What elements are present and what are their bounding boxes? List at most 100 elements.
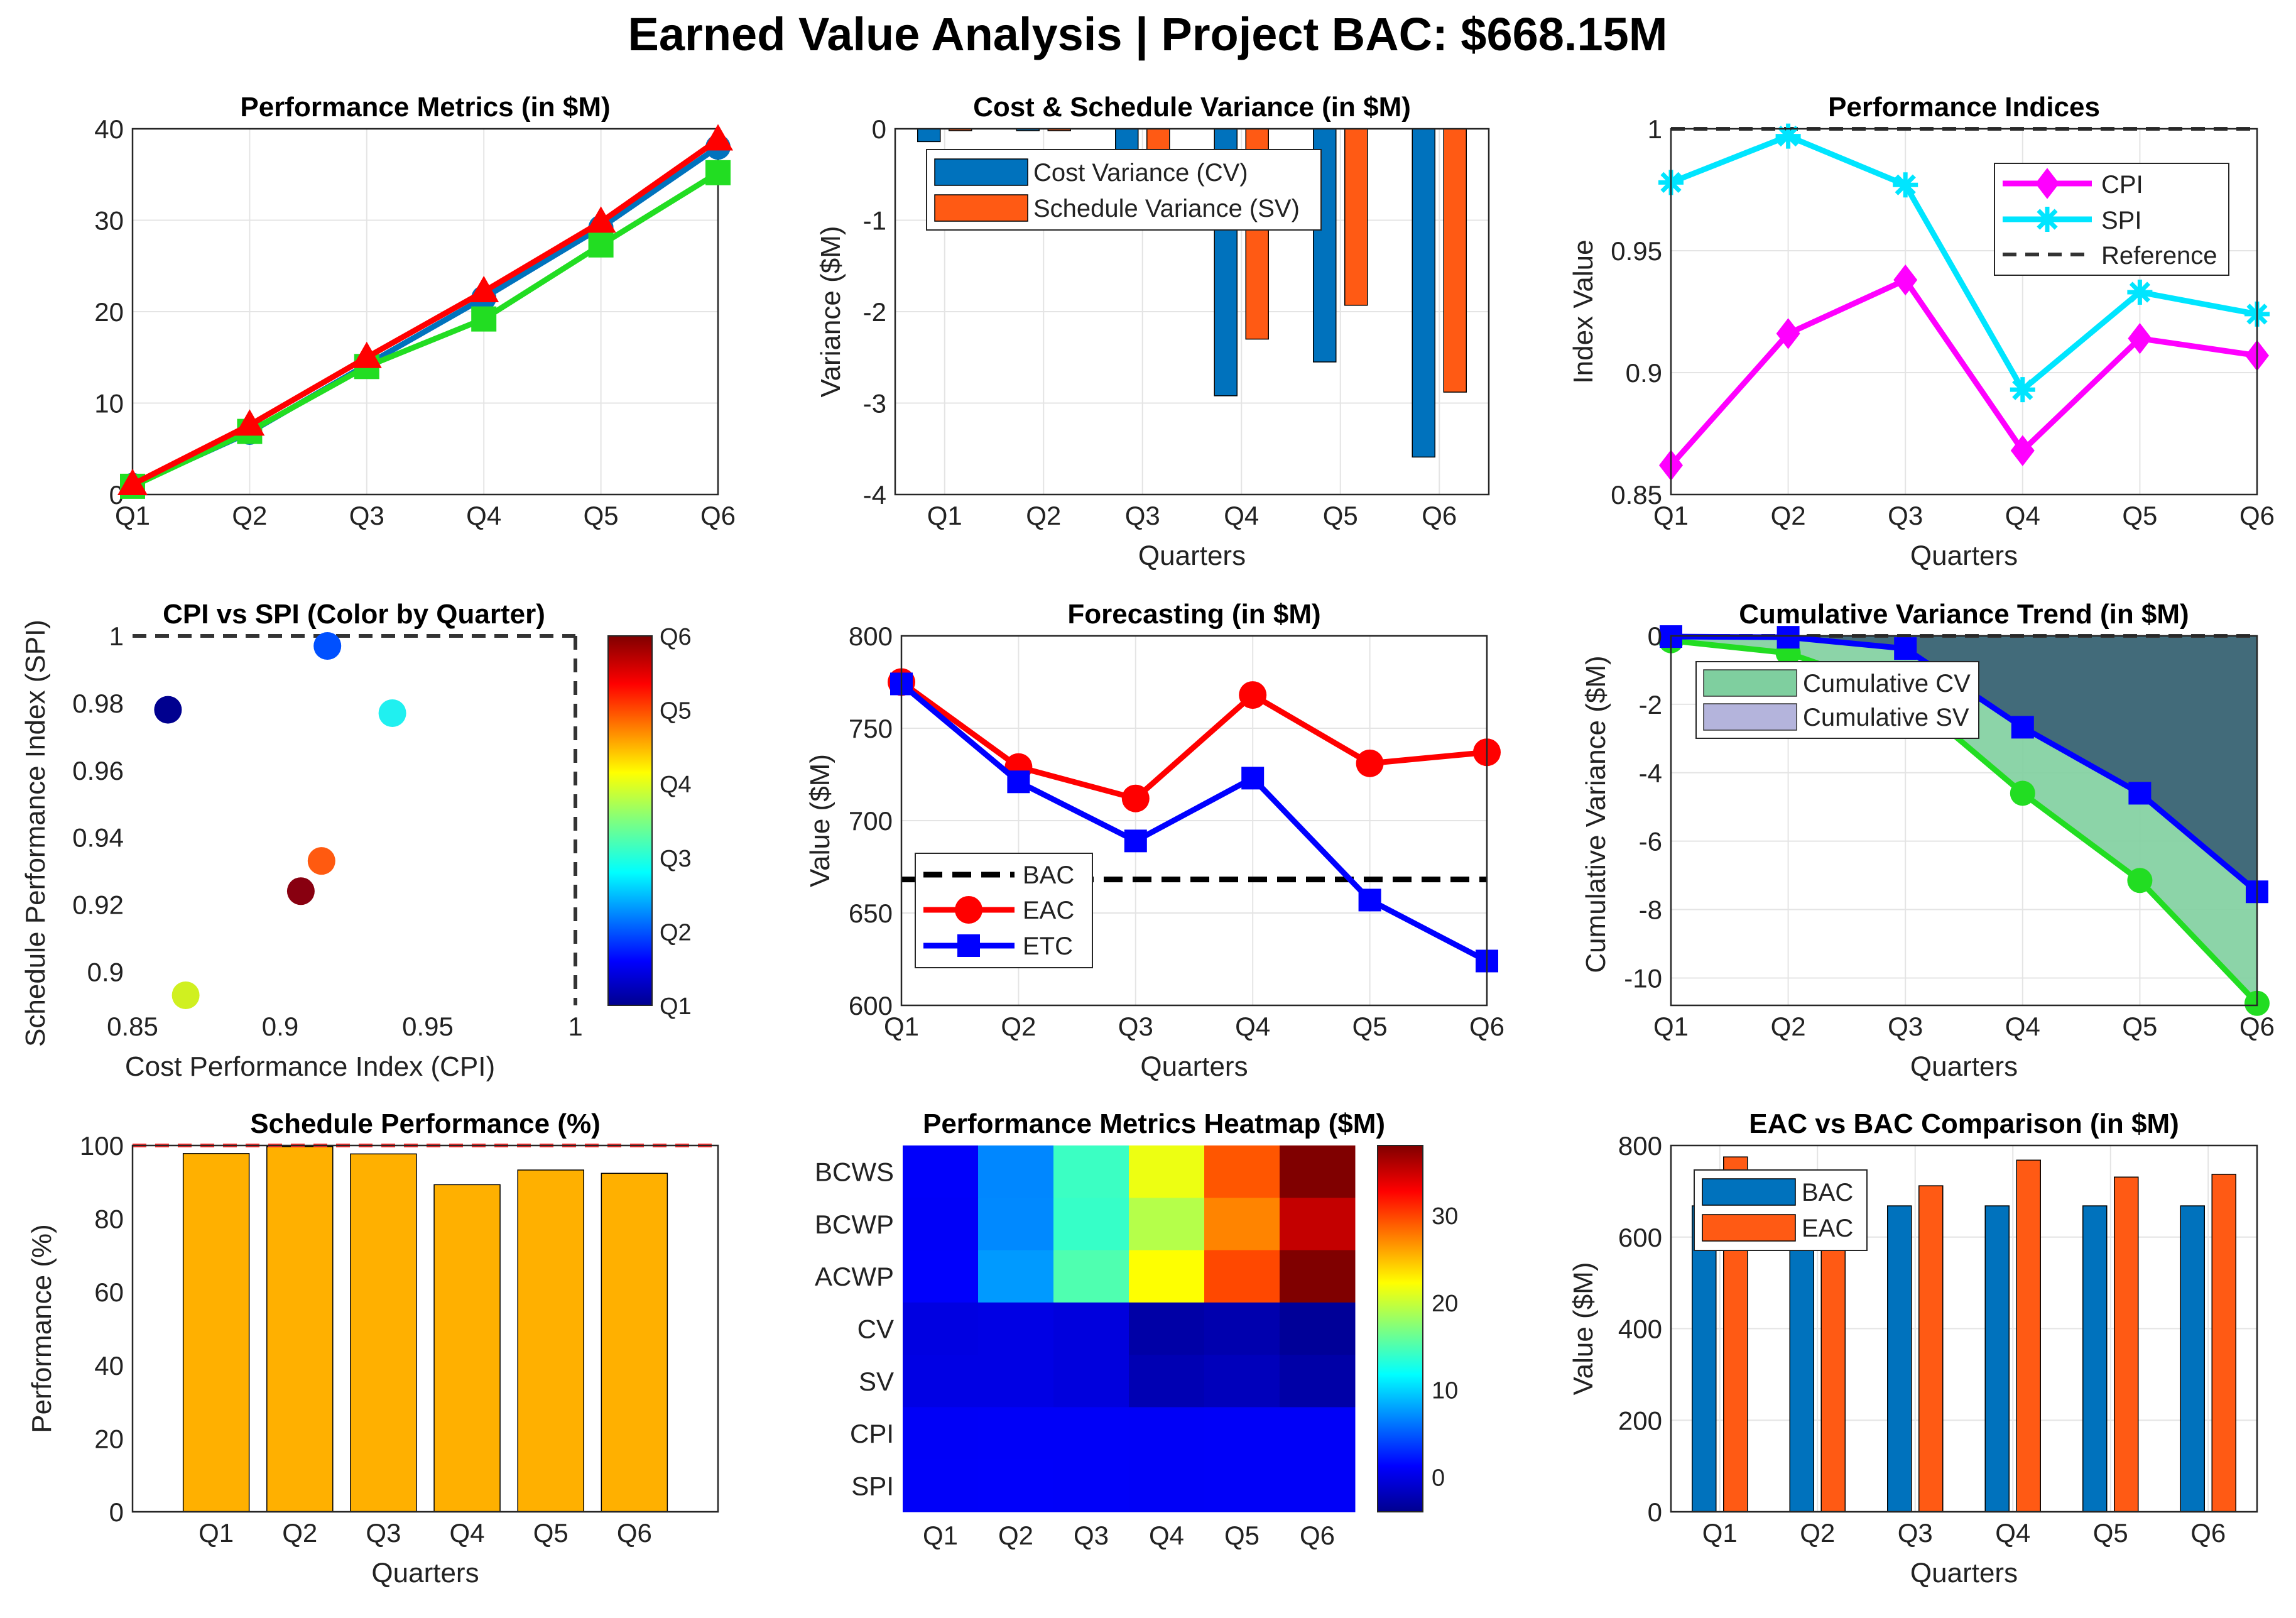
y-tick-label: -2 bbox=[863, 297, 886, 327]
y-axis-label: Index Value bbox=[1568, 239, 1599, 383]
heatmap-cell bbox=[1129, 1407, 1205, 1460]
row-label: CV bbox=[857, 1315, 894, 1344]
x-tick-label: Q4 bbox=[450, 1518, 485, 1548]
bac-bar bbox=[1789, 1205, 1814, 1512]
star-stroke bbox=[2012, 379, 2033, 400]
data-point bbox=[1893, 264, 1918, 296]
heatmap-cell bbox=[903, 1407, 979, 1460]
eac-bar bbox=[2114, 1176, 2139, 1512]
x-tick-label: Q2 bbox=[1026, 501, 1061, 530]
panel-cumulative-variance: Cumulative Variance Trend (in $M) -10 -8 -6… bbox=[1581, 599, 2275, 1082]
heatmap-cell bbox=[903, 1145, 979, 1198]
legend-label-cv: Cost Variance (CV) bbox=[1033, 159, 1248, 187]
sv-bar bbox=[1443, 128, 1467, 393]
axes-frame bbox=[1670, 1144, 2258, 1513]
series-line bbox=[900, 679, 1488, 802]
data-point bbox=[2128, 322, 2152, 354]
legend-swatch-cv bbox=[1703, 669, 1797, 697]
scatter-point-q2 bbox=[313, 632, 342, 660]
data-point bbox=[1894, 637, 1917, 660]
x-tick-label: Q4 bbox=[1224, 501, 1259, 530]
colorbar bbox=[607, 635, 653, 1006]
legend-marker-etc bbox=[957, 934, 980, 957]
data-point bbox=[1239, 681, 1267, 709]
bac-bar bbox=[2180, 1205, 2205, 1512]
panel-schedule-performance: Schedule Performance (%) 0 20 40 60 80 100 Q1 Q2… bbox=[26, 1108, 719, 1588]
scatter-point-q3 bbox=[378, 699, 406, 727]
x-tick-label: 0.9 bbox=[262, 1012, 298, 1041]
series-line bbox=[1668, 277, 2258, 467]
x-tick-label: Q3 bbox=[366, 1518, 401, 1548]
legend-swatch-eac bbox=[1702, 1214, 1796, 1242]
data-point bbox=[1124, 829, 1147, 853]
legend-marker-cpi bbox=[2035, 168, 2059, 199]
data-point bbox=[1775, 123, 1801, 149]
x-tick-label: Q1 bbox=[1653, 501, 1689, 530]
data-point bbox=[1358, 888, 1381, 912]
x-tick-label: Q4 bbox=[466, 501, 501, 530]
y-tick-label: 0.9 bbox=[1626, 358, 1662, 388]
data-point bbox=[117, 468, 148, 495]
legend: CPI SPI Reference bbox=[1994, 163, 2229, 276]
y-tick-label: 600 bbox=[849, 991, 893, 1020]
star-stroke bbox=[2037, 209, 2058, 230]
data-point bbox=[1241, 767, 1265, 790]
colorbar-tick-label: Q1 bbox=[660, 993, 692, 1020]
legend-label-eac: EAC bbox=[1023, 897, 1074, 924]
y-tick-label: -2 bbox=[1639, 690, 1662, 719]
x-tick-label: Q1 bbox=[923, 1521, 958, 1550]
heatmap-cell bbox=[903, 1250, 979, 1303]
x-tick-label: Q6 bbox=[1469, 1012, 1504, 1041]
area-cumulative-sv bbox=[1671, 636, 2257, 892]
row-label: BCWS bbox=[815, 1157, 894, 1187]
x-tick-label: Q3 bbox=[1074, 1521, 1109, 1550]
y-tick-label: 10 bbox=[94, 389, 124, 418]
bac-bar bbox=[1887, 1205, 1912, 1512]
data-point bbox=[2010, 435, 2035, 466]
axes-frame bbox=[131, 1144, 719, 1513]
row-label: SPI bbox=[851, 1471, 894, 1500]
data-point bbox=[1893, 172, 1918, 198]
heatmap-cell bbox=[1053, 1355, 1129, 1408]
data-point bbox=[703, 124, 733, 151]
heatmap-cell bbox=[978, 1459, 1054, 1512]
y-tick-label: 0.85 bbox=[1611, 480, 1662, 510]
data-point bbox=[471, 306, 497, 332]
x-tick-label: Q4 bbox=[2005, 1012, 2040, 1041]
x-tick-label: Q3 bbox=[1888, 501, 1923, 530]
cv-bar bbox=[917, 128, 941, 143]
data-point bbox=[2127, 279, 2153, 305]
x-tick-label: Q1 bbox=[884, 1012, 919, 1041]
x-tick-label: Q1 bbox=[1653, 1012, 1689, 1041]
x-axis-label: Quarters bbox=[1140, 1051, 1248, 1082]
x-tick-label: Q5 bbox=[1323, 501, 1358, 530]
axes-frame bbox=[894, 128, 1490, 496]
y-tick-label: -4 bbox=[1639, 758, 1662, 788]
colorbar-tick-label: 0 bbox=[1432, 1465, 1445, 1491]
legend-label-spi: SPI bbox=[2101, 207, 2141, 234]
colorbar-tick-label: 10 bbox=[1432, 1378, 1458, 1404]
axes-frame bbox=[1670, 128, 2258, 496]
heatmap-cell bbox=[1129, 1459, 1205, 1512]
x-tick-label: Q6 bbox=[617, 1518, 652, 1548]
panel-title: CPI vs SPI (Color by Quarter) bbox=[163, 599, 545, 630]
panel-eac-vs-bac: EAC vs BAC Comparison (in $M) 0 200 400 600 8… bbox=[1568, 1108, 2258, 1588]
bac-bar bbox=[1984, 1205, 2010, 1512]
heatmap-cell bbox=[1204, 1355, 1280, 1408]
y-tick-label: 0.94 bbox=[72, 823, 124, 853]
series-line bbox=[131, 170, 720, 489]
panel-title: Cumulative Variance Trend (in $M) bbox=[1739, 599, 2189, 630]
x-axis-label: Quarters bbox=[1910, 540, 2018, 571]
legend-label-etc: ETC bbox=[1023, 932, 1073, 960]
y-tick-label: 40 bbox=[94, 1351, 124, 1380]
x-tick-label: Q1 bbox=[115, 501, 150, 530]
row-label: CPI bbox=[850, 1419, 894, 1448]
x-tick-label: Q2 bbox=[1001, 1012, 1036, 1041]
y-tick-label: 0 bbox=[109, 1497, 124, 1527]
legend: BAC EAC bbox=[1694, 1169, 1868, 1251]
panel-title: Schedule Performance (%) bbox=[250, 1108, 601, 1139]
panel-title: Performance Metrics Heatmap ($M) bbox=[923, 1108, 1385, 1139]
heatmap-cell bbox=[1129, 1355, 1205, 1408]
schedule-bar bbox=[517, 1169, 584, 1512]
heatmap-cell bbox=[978, 1302, 1054, 1355]
